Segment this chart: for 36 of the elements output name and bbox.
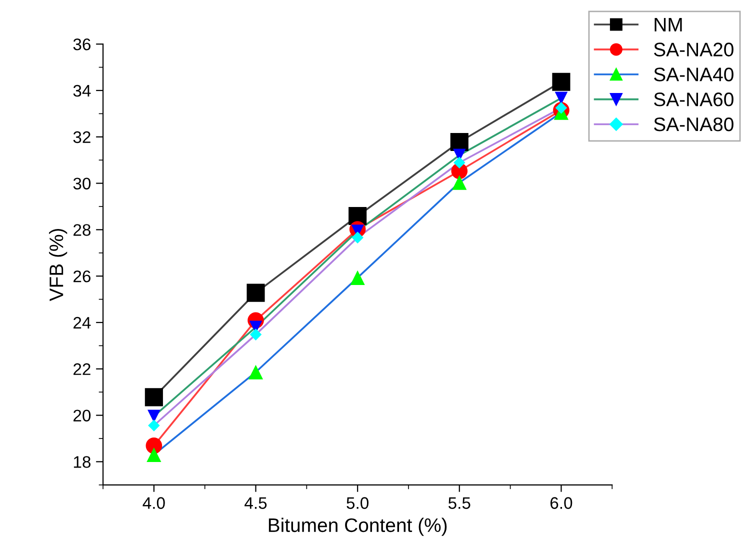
point bbox=[250, 328, 262, 340]
x-axis-title: Bitumen Content (%) bbox=[268, 518, 447, 536]
y-tick-label: 34 bbox=[73, 84, 91, 97]
y-tick-label: 18 bbox=[74, 456, 90, 468]
point bbox=[552, 72, 570, 91]
point bbox=[350, 270, 365, 286]
x-tick-label: 6.0 bbox=[550, 497, 572, 509]
point bbox=[148, 420, 160, 432]
point bbox=[246, 284, 265, 302]
y-tick-label: 22 bbox=[74, 363, 90, 375]
y-tick-label: 26 bbox=[74, 270, 90, 282]
point bbox=[146, 447, 162, 462]
x-tick-label: 4.0 bbox=[142, 497, 165, 509]
point bbox=[352, 232, 364, 244]
legend-label: SA-NA60 bbox=[654, 92, 734, 106]
y-tick-label: 28 bbox=[74, 224, 90, 236]
y-tick-label: 24 bbox=[74, 316, 91, 329]
legend-label: SA-NA40 bbox=[654, 68, 734, 82]
point bbox=[148, 410, 160, 423]
point bbox=[144, 388, 163, 406]
point bbox=[248, 364, 264, 380]
y-tick-label: 20 bbox=[74, 410, 91, 422]
point bbox=[450, 132, 468, 152]
point bbox=[554, 92, 568, 105]
x-tick-label: 4.5 bbox=[244, 497, 267, 509]
point bbox=[454, 156, 466, 169]
y-tick-label: 36 bbox=[73, 38, 90, 50]
point bbox=[452, 175, 467, 190]
y-axis-title: VFB (%) bbox=[49, 228, 68, 302]
legend-label: SA-NA80 bbox=[654, 117, 734, 132]
legend-label: SA-NA20 bbox=[654, 42, 734, 56]
y-tick-label: 30 bbox=[73, 178, 91, 190]
x-tick-label: 5.0 bbox=[346, 497, 369, 509]
legend-label: NM bbox=[654, 18, 682, 32]
y-tick-label: 32 bbox=[73, 131, 90, 144]
x-tick-label: 5.5 bbox=[448, 497, 470, 509]
